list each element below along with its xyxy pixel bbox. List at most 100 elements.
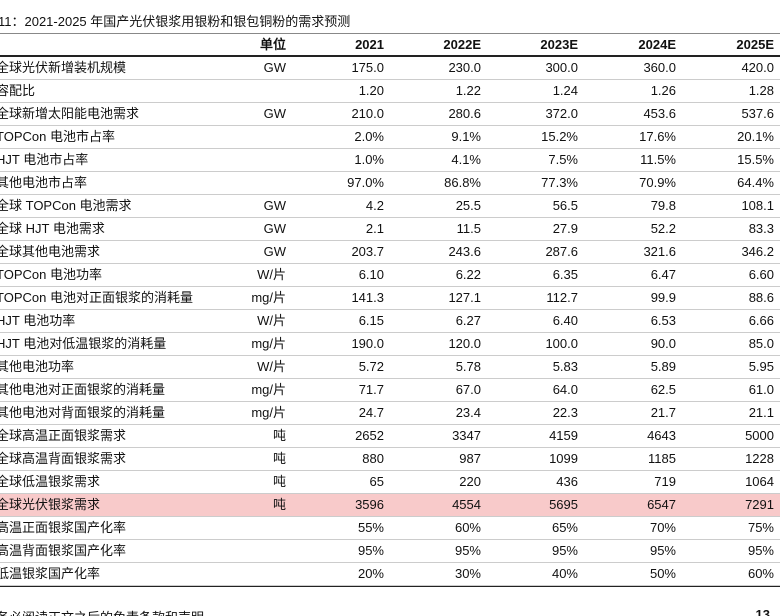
cell-value: 83.3 <box>748 221 774 236</box>
cell-value: 1185 <box>648 451 676 466</box>
row-label: 全球其他电池需求 <box>0 244 101 259</box>
disclaimer: 务必阅读正文之后的免责条款和声明 <box>0 607 204 616</box>
column-header: 单位 <box>259 37 286 52</box>
row-label: 其他电池功率 <box>0 359 75 374</box>
cell-value: 4159 <box>549 428 578 443</box>
unit: W/片 <box>257 267 286 282</box>
cell-value: 71.7 <box>358 382 384 397</box>
unit: mg/片 <box>251 405 286 420</box>
cell-value: 60% <box>454 520 481 535</box>
rule <box>0 33 780 34</box>
cell-value: 62.5 <box>650 382 676 397</box>
cell-value: 56.5 <box>552 198 578 213</box>
row-label: HJT 电池对低温银浆的消耗量 <box>0 336 167 351</box>
cell-value: 6.53 <box>650 313 676 328</box>
cell-value: 2652 <box>355 428 384 443</box>
cell-value: 75% <box>747 520 774 535</box>
cell-value: 24.7 <box>358 405 384 420</box>
table-row: 其他电池市占率 97.0% 86.8% 77.3% 70.9% 64.4% <box>0 172 780 195</box>
cell-value: 6.35 <box>552 267 578 282</box>
cell-value: 21.7 <box>650 405 676 420</box>
table-row: 低温银浆国产化率 20% 30% 40% 50% 60% <box>0 563 780 586</box>
cell-value: 88.6 <box>748 290 774 305</box>
row-label: 其他电池市占率 <box>0 175 88 190</box>
row-label: 高温正面银浆国产化率 <box>0 520 127 535</box>
cell-value: 1099 <box>549 451 578 466</box>
cell-value: 1.26 <box>650 83 676 98</box>
cell-value: 11.5% <box>640 152 676 167</box>
cell-value: 4.1% <box>451 152 481 167</box>
column-header: 2021 <box>355 37 384 52</box>
unit: 吨 <box>272 428 286 443</box>
table-row: 全球新增太阳能电池需求 GW 210.0 280.6 372.0 453.6 537.6 <box>0 103 780 126</box>
table-row: HJT 电池市占率 1.0% 4.1% 7.5% 11.5% 15.5% <box>0 149 780 172</box>
cell-value: 55% <box>357 520 384 535</box>
unit: W/片 <box>257 359 286 374</box>
cell-value: 321.6 <box>643 244 676 259</box>
table-row: 其他电池功率 W/片 5.72 5.78 5.83 5.89 5.95 <box>0 356 780 379</box>
table-row: 全球光伏银浆需求 吨 3596 4554 5695 6547 7291 <box>0 494 780 517</box>
cell-value: 5.72 <box>358 359 384 374</box>
cell-value: 6.60 <box>748 267 774 282</box>
cell-value: 67.0 <box>455 382 481 397</box>
row-label: 其他电池对背面银浆的消耗量 <box>0 405 166 420</box>
cell-value: 2.1 <box>365 221 384 236</box>
cell-value: 127.1 <box>448 290 481 305</box>
cell-value: 420.0 <box>741 60 774 75</box>
row-label: 低温银浆国产化率 <box>0 566 101 581</box>
cell-value: 6.10 <box>358 267 384 282</box>
cell-value: 2.0% <box>354 129 384 144</box>
row-label: 其他电池对正面银浆的消耗量 <box>0 382 166 397</box>
cell-value: 22.3 <box>552 405 578 420</box>
cell-value: 175.0 <box>351 60 384 75</box>
cell-value: 65% <box>551 520 578 535</box>
cell-value: 50% <box>649 566 676 581</box>
cell-value: 5.95 <box>748 359 774 374</box>
unit: 吨 <box>272 474 286 489</box>
cell-value: 7.5% <box>548 152 578 167</box>
cell-value: 141.3 <box>351 290 384 305</box>
cell-value: 15.2% <box>541 129 578 144</box>
table-row: HJT 电池功率 W/片 6.15 6.27 6.40 6.53 6.66 <box>0 310 780 333</box>
cell-value: 7291 <box>745 497 774 512</box>
cell-value: 95% <box>454 543 481 558</box>
row-label: 全球 TOPCon 电池需求 <box>0 198 132 213</box>
cell-value: 65 <box>369 474 384 489</box>
row-label: HJT 电池市占率 <box>0 152 89 167</box>
table-row: 其他电池对正面银浆的消耗量 mg/片 71.7 67.0 64.0 62.5 61.0 <box>0 379 780 402</box>
column-header: 2023E <box>540 37 578 52</box>
cell-value: 21.1 <box>748 405 774 420</box>
row-label: 容配比 <box>0 83 36 98</box>
cell-value: 97.0% <box>347 175 384 190</box>
cell-value: 190.0 <box>351 336 384 351</box>
cell-value: 5000 <box>745 428 774 443</box>
cell-value: 230.0 <box>448 60 481 75</box>
table-row: 全球低温银浆需求 吨 65 220 436 719 1064 <box>0 471 780 494</box>
unit: GW <box>263 221 286 236</box>
column-header: 2024E <box>638 37 676 52</box>
cell-value: 1064 <box>745 474 774 489</box>
table-row: 全球其他电池需求 GW 203.7 243.6 287.6 321.6 346.2 <box>0 241 780 264</box>
cell-value: 86.8% <box>444 175 481 190</box>
column-header: 2025E <box>736 37 774 52</box>
table-row: HJT 电池对低温银浆的消耗量 mg/片 190.0 120.0 100.0 90.0 85… <box>0 333 780 356</box>
cell-value: 987 <box>459 451 481 466</box>
cell-value: 243.6 <box>448 244 481 259</box>
table-row: 全球光伏新增装机规模 GW 175.0 230.0 300.0 360.0 420.0 <box>0 57 780 80</box>
cell-value: 210.0 <box>351 106 384 121</box>
row-label: 高温背面银浆国产化率 <box>0 543 127 558</box>
cell-value: 3596 <box>355 497 384 512</box>
cell-value: 1.0% <box>354 152 384 167</box>
cell-value: 85.0 <box>748 336 774 351</box>
unit: GW <box>263 60 286 75</box>
row-label: 全球低温银浆需求 <box>0 474 101 489</box>
unit: 吨 <box>272 451 286 466</box>
table-row: TOPCon 电池市占率 2.0% 9.1% 15.2% 17.6% 20.1% <box>0 126 780 149</box>
cell-value: 70% <box>649 520 676 535</box>
cell-value: 880 <box>362 451 384 466</box>
row-label: 全球高温背面银浆需求 <box>0 451 127 466</box>
row-label: 全球光伏银浆需求 <box>0 497 101 512</box>
row-label: HJT 电池功率 <box>0 313 76 328</box>
row-label: 全球高温正面银浆需求 <box>0 428 127 443</box>
